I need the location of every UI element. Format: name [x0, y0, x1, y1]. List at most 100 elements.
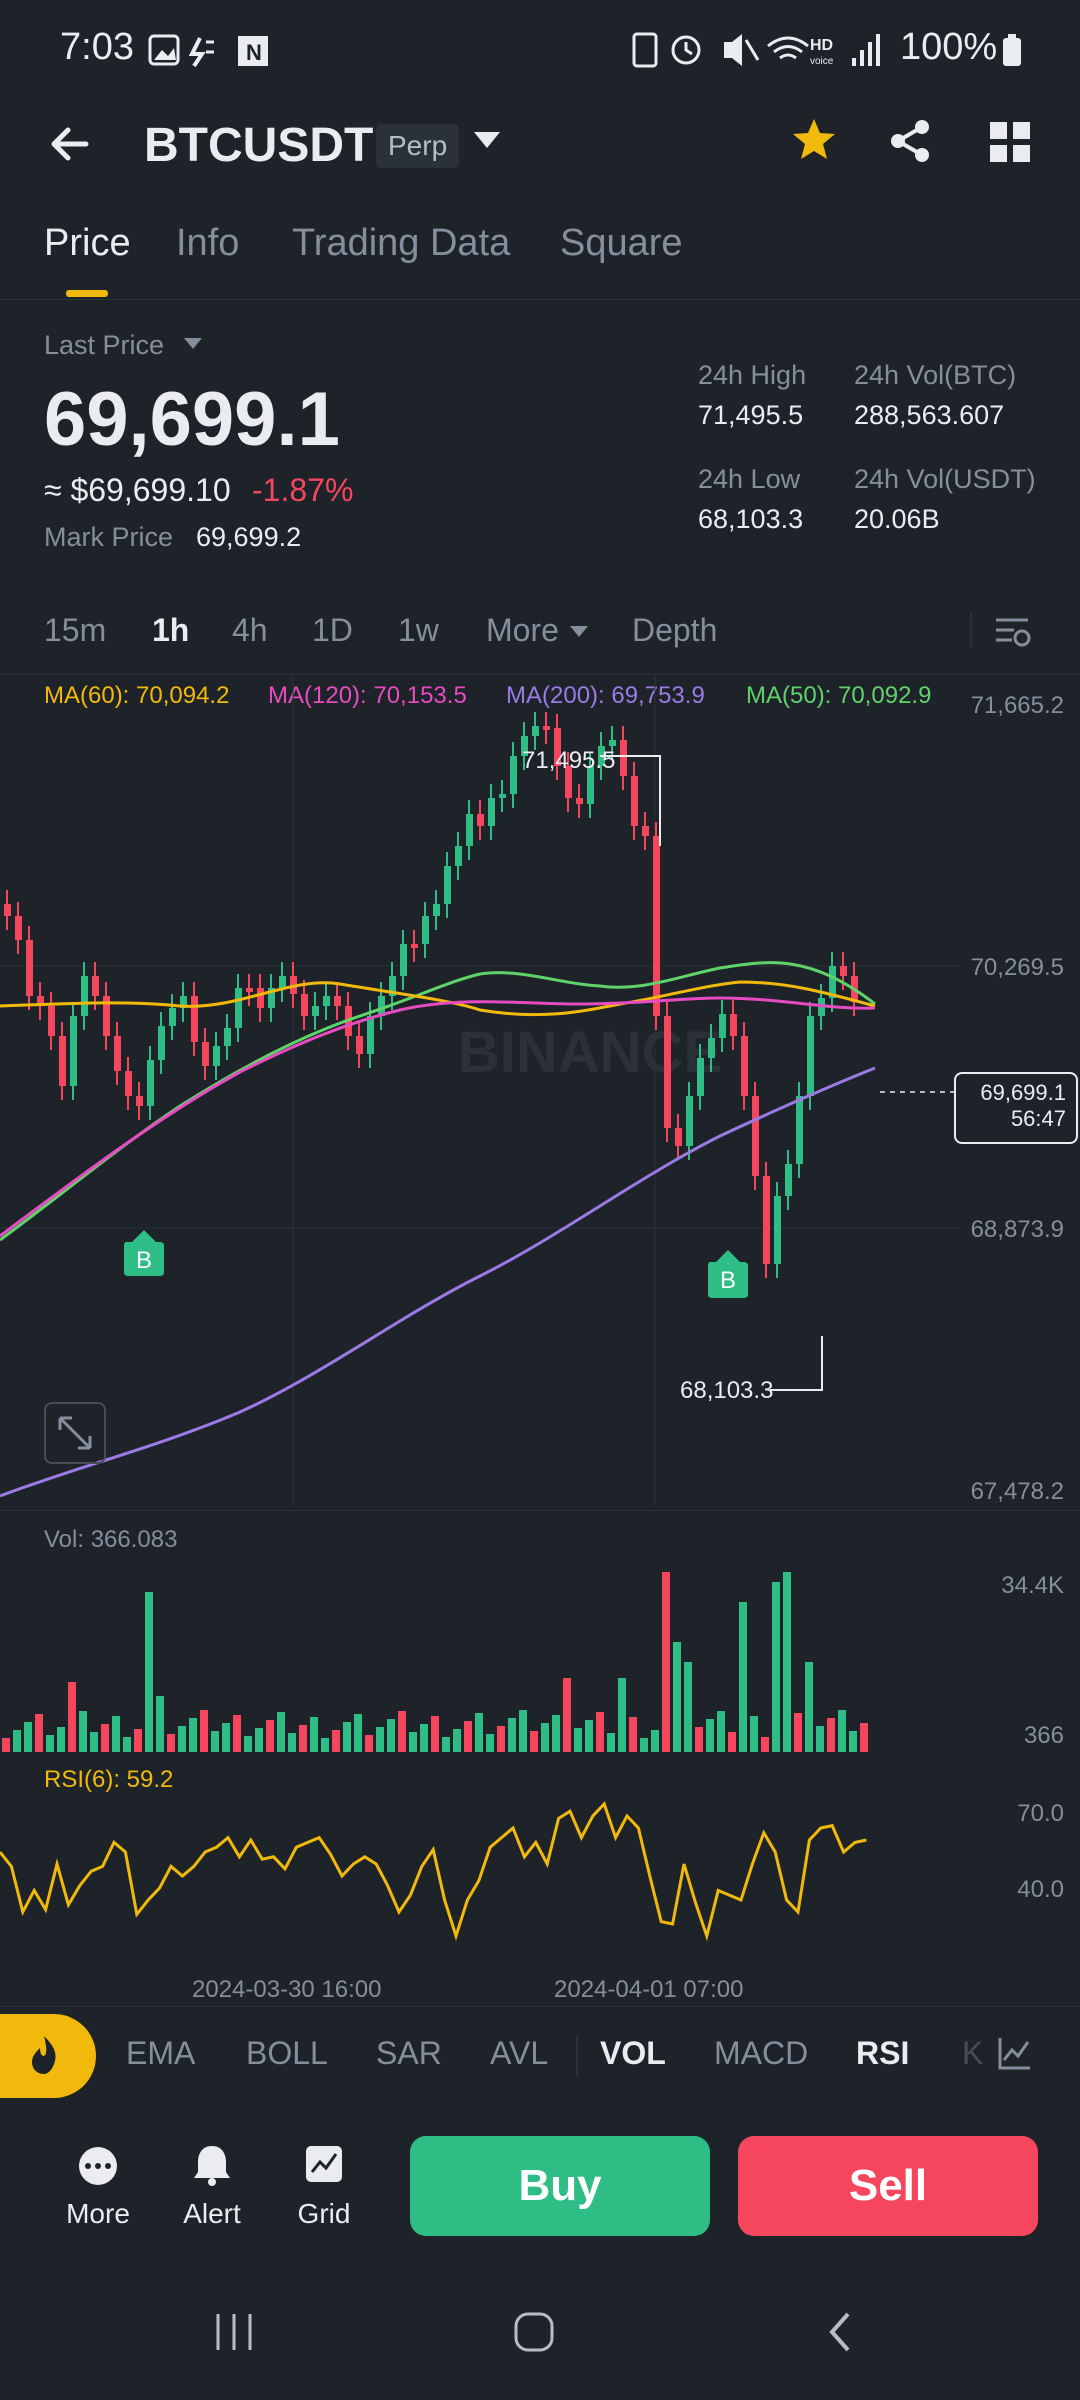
candle-body	[147, 1060, 154, 1106]
volume-chart	[2, 1572, 868, 1752]
pair-title[interactable]: BTCUSDT	[144, 119, 374, 172]
candle-body	[114, 1036, 121, 1071]
volume-bar	[101, 1724, 109, 1752]
last-price-dropdown-icon[interactable]	[182, 336, 204, 352]
more-dropdown-icon[interactable]	[568, 624, 590, 640]
indicator-sar[interactable]: SAR	[376, 2035, 442, 2071]
volume-bar	[508, 1718, 516, 1752]
tab-square[interactable]: Square	[560, 222, 683, 264]
volume-bar	[574, 1728, 582, 1752]
volume-bar	[431, 1716, 439, 1752]
volume-bar	[233, 1715, 241, 1752]
mark-price-label: Mark Price	[44, 522, 174, 552]
volume-bar	[684, 1662, 692, 1752]
volume-bar	[607, 1733, 615, 1752]
svg-text:HD: HD	[810, 37, 833, 54]
volume-bar	[211, 1731, 219, 1752]
recent-apps-icon[interactable]	[210, 2310, 260, 2354]
volume-bar	[761, 1737, 769, 1752]
candle-body	[576, 798, 583, 804]
nav-back-icon[interactable]	[820, 2308, 860, 2356]
alert-action-label[interactable]: Alert	[183, 2198, 241, 2229]
indicator-macd[interactable]: MACD	[714, 2035, 809, 2071]
volume-bar	[35, 1714, 43, 1752]
favorite-star-icon[interactable]	[790, 116, 838, 164]
volume-bar	[651, 1730, 659, 1752]
candle-body	[15, 916, 22, 940]
last-price: 69,699.1	[44, 377, 340, 462]
candlestick-chart[interactable]: BINANCE 71,495.5 68,103.3 B B	[0, 676, 960, 1506]
sell-button[interactable]: Sell	[738, 2136, 1038, 2236]
timeframe-more[interactable]: More	[486, 612, 559, 648]
grid-action-label[interactable]: Grid	[297, 2198, 351, 2229]
volume-bar	[310, 1717, 318, 1752]
volume-bar	[464, 1721, 472, 1752]
candle-body	[455, 846, 462, 866]
indicator-avl[interactable]: AVL	[490, 2035, 549, 2071]
battery-percent: 100%	[900, 26, 998, 68]
low-24h-label: 24h Low	[698, 464, 801, 494]
candle-body	[411, 944, 418, 948]
indicator-vol[interactable]: VOL	[600, 2035, 666, 2071]
timeframe-1h[interactable]: 1h	[152, 612, 190, 648]
share-icon[interactable]	[888, 118, 934, 164]
candle-body	[532, 726, 539, 736]
indicator-boll[interactable]: BOLL	[246, 2035, 328, 2071]
svg-text:B: B	[136, 1247, 152, 1274]
candle-body	[81, 976, 88, 1016]
volume-bar	[453, 1729, 461, 1752]
pair-dropdown-icon[interactable]	[470, 128, 504, 152]
status-bar: 7:03 N HD voice 100%	[0, 0, 1080, 100]
volume-bar	[530, 1731, 538, 1752]
candle-body	[367, 1016, 374, 1054]
volume-bar	[629, 1717, 637, 1752]
date-label: 2024-03-30 16:00	[192, 1976, 382, 2003]
buy-marker: B	[124, 1230, 164, 1276]
ma200-line	[0, 1066, 876, 1498]
timeframe-15m[interactable]: 15m	[44, 612, 107, 648]
alert-bell-icon[interactable]	[190, 2142, 234, 2188]
more-action-label[interactable]: More	[66, 2198, 130, 2229]
volume-bar	[387, 1719, 395, 1752]
fullscreen-button[interactable]	[44, 1402, 106, 1464]
indicator-favorite-button[interactable]	[0, 2014, 96, 2098]
last-price-label[interactable]: Last Price	[44, 330, 165, 360]
candle-body	[620, 740, 627, 776]
volume-bar	[497, 1726, 505, 1752]
indicator-rsi[interactable]: RSI	[856, 2035, 910, 2071]
indicator-ema[interactable]: EMA	[126, 2035, 196, 2071]
tab-info[interactable]: Info	[176, 222, 240, 264]
volume-bar	[332, 1730, 340, 1752]
candle-body	[257, 988, 264, 1008]
volume-bar	[299, 1725, 307, 1752]
volume-bar	[343, 1722, 351, 1752]
back-arrow-icon[interactable]	[46, 120, 94, 168]
buy-button[interactable]: Buy	[410, 2136, 710, 2236]
chart-settings-icon[interactable]	[992, 612, 1032, 652]
timeframe-depth[interactable]: Depth	[632, 612, 718, 648]
timeframe-1d[interactable]: 1D	[312, 612, 353, 648]
volume-bar	[90, 1732, 98, 1752]
candle-body	[103, 996, 110, 1036]
tab-trading-data[interactable]: Trading Data	[292, 222, 511, 264]
layout-grid-icon[interactable]	[988, 120, 1032, 164]
candle-body	[246, 988, 253, 992]
volume-bar	[640, 1738, 648, 1752]
candle-body	[488, 798, 495, 826]
more-icon[interactable]	[76, 2144, 120, 2188]
indicator-kdj[interactable]: K	[962, 2035, 984, 2071]
candle-body	[323, 996, 330, 1006]
ma200-legend: MA(200): 69,753.9	[506, 682, 705, 709]
volume-bar	[2, 1738, 10, 1752]
high-24h-label: 24h High	[698, 360, 807, 390]
tab-price[interactable]: Price	[44, 222, 131, 264]
price-axis-label: 70,269.5	[970, 954, 1064, 981]
grid-bot-icon[interactable]	[302, 2142, 346, 2186]
candle-body	[125, 1071, 132, 1096]
timeframe-4h[interactable]: 4h	[232, 612, 268, 648]
candle-body	[202, 1042, 209, 1066]
home-icon[interactable]	[510, 2308, 558, 2356]
indicator-settings-icon[interactable]	[996, 2036, 1032, 2072]
timeframe-1w[interactable]: 1w	[398, 612, 439, 648]
status-system-icons: HD voice	[632, 32, 880, 68]
